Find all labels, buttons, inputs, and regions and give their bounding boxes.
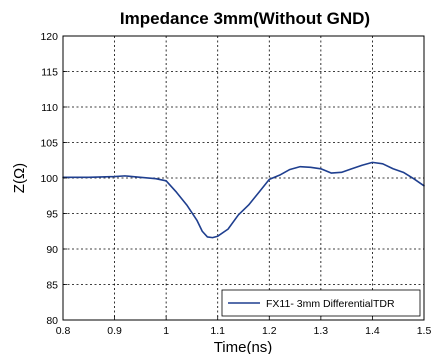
y-tick-label: 100 — [40, 173, 58, 185]
x-tick-label: 0.8 — [56, 325, 71, 337]
x-tick-label: 1.4 — [365, 325, 380, 337]
legend-label: FX11- 3mm DifferentialTDR — [266, 298, 395, 310]
tick-labels: 0.8 0.9 1 1.1 1.2 1.3 1.4 1.5 80 85 90 95 100 105 110 1… — [40, 31, 431, 337]
x-axis-label: Time(ns) — [214, 339, 273, 354]
x-tick-label: 1.2 — [262, 325, 277, 337]
grid-lines — [63, 36, 424, 320]
y-tick-label: 95 — [46, 209, 58, 221]
y-tick-label: 85 — [46, 280, 58, 292]
series-layer — [62, 161, 425, 239]
y-tick-label: 90 — [46, 244, 58, 256]
x-tick-label: 1.5 — [417, 325, 432, 337]
x-tick-label: 1 — [163, 325, 169, 337]
legend: FX11- 3mm DifferentialTDR — [221, 289, 421, 317]
y-axis-label: Z(Ω) — [11, 163, 28, 193]
x-tick-label: 0.9 — [107, 325, 122, 337]
series-line — [62, 161, 425, 239]
x-tick-label: 1.1 — [210, 325, 225, 337]
y-tick-label: 105 — [40, 138, 58, 150]
y-tick-label: 80 — [46, 315, 58, 327]
y-tick-label: 115 — [41, 67, 58, 79]
x-tick-label: 1.3 — [314, 325, 329, 337]
chart-title: Impedance 3mm(Without GND) — [120, 9, 370, 28]
y-tick-label: 110 — [41, 102, 58, 114]
y-tick-label: 120 — [40, 31, 58, 43]
